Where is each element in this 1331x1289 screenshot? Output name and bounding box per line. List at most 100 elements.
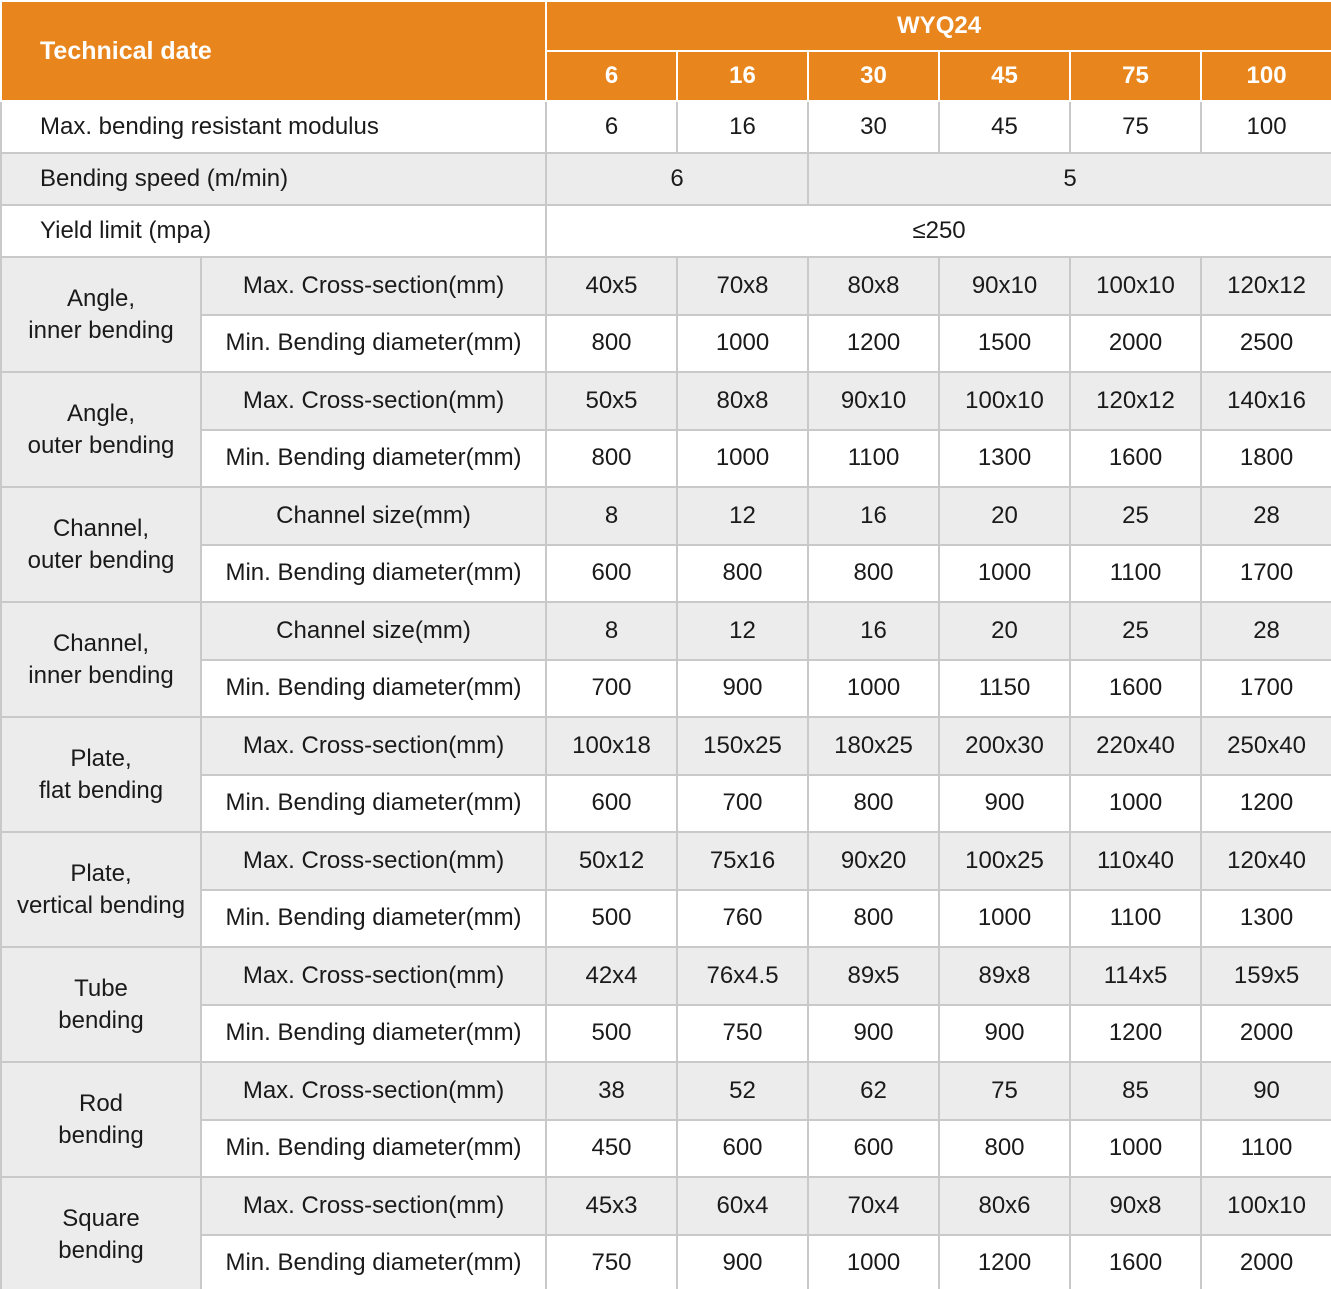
value-cell: 600 (676, 1118, 810, 1178)
value-cell: 800 (807, 773, 941, 833)
column-header: 45 (938, 50, 1072, 102)
value-cell: 900 (938, 773, 1072, 833)
value-cell: 6 (545, 152, 810, 206)
param-label: Max. Cross-section(mm) (199, 1176, 548, 1236)
param-label: Max. Cross-section(mm) (199, 831, 548, 891)
value-cell: 75x16 (676, 831, 810, 891)
group-row: Rod bending Max. Cross-section(mm) 38 52 62 7… (0, 1061, 1331, 1178)
value-cell: 100 (1200, 100, 1331, 154)
value-cell: 750 (676, 1003, 810, 1063)
value-cell: 70x8 (676, 256, 810, 316)
value-cell: 100x18 (545, 716, 679, 776)
group-row: Min. Bending diameter(mm) 500 750 900 900 120… (1, 1003, 1331, 1063)
value-cell: 80x6 (938, 1176, 1072, 1236)
header-row-columns: 6 16 30 45 75 100 (1, 50, 1331, 102)
value-cell: 1600 (1069, 1233, 1203, 1289)
group-label: Angle, inner bending (0, 256, 202, 373)
value-cell: 2000 (1200, 1233, 1331, 1289)
param-label: Channel size(mm) (199, 486, 548, 546)
group-row: Square bending Max. Cross-section(mm) 45x3… (0, 1176, 1331, 1289)
value-cell: 1100 (1069, 888, 1203, 948)
value-cell: 12 (676, 601, 810, 661)
value-cell: 750 (545, 1233, 679, 1289)
param-label: Min. Bending diameter(mm) (199, 1233, 548, 1289)
group-row: Min. Bending diameter(mm) 750 900 1000 1200 1… (1, 1233, 1331, 1289)
value-cell: 25 (1069, 486, 1203, 546)
param-label: Min. Bending diameter(mm) (199, 1003, 548, 1063)
info-row: Bending speed (m/min) 6 5 (0, 152, 1331, 206)
row-label: Bending speed (m/min) (0, 152, 548, 206)
value-cell: 800 (545, 428, 679, 488)
value-cell: 700 (676, 773, 810, 833)
value-cell: 1700 (1200, 543, 1331, 603)
value-cell: 90 (1200, 1061, 1331, 1121)
row-label: Max. bending resistant modulus (0, 100, 548, 154)
value-cell: 1500 (938, 313, 1072, 373)
value-cell: 8 (545, 601, 679, 661)
value-cell: 180x25 (807, 716, 941, 776)
value-cell: 800 (807, 888, 941, 948)
model-name-header: WYQ24 (545, 0, 1331, 52)
value-cell: 100x10 (938, 371, 1072, 431)
value-cell: 5 (807, 152, 1331, 206)
value-cell: 1000 (807, 658, 941, 718)
value-cell: 220x40 (1069, 716, 1203, 776)
group-row: Min. Bending diameter(mm) 700 900 1000 1150 1… (1, 658, 1331, 718)
group-row: Channel, inner bending Channel size(mm) 8 1… (0, 601, 1331, 718)
value-cell: 90x20 (807, 831, 941, 891)
value-cell: 140x16 (1200, 371, 1331, 431)
param-label: Min. Bending diameter(mm) (199, 658, 548, 718)
value-cell: 100x10 (1200, 1176, 1331, 1236)
group-label: Tube bending (0, 946, 202, 1063)
value-cell: 700 (545, 658, 679, 718)
value-cell: 1300 (938, 428, 1072, 488)
value-cell: 114x5 (1069, 946, 1203, 1006)
value-cell: 760 (676, 888, 810, 948)
value-cell: 600 (807, 1118, 941, 1178)
group-label: Plate, flat bending (0, 716, 202, 833)
value-cell: 1600 (1069, 428, 1203, 488)
group-row: Min. Bending diameter(mm) 800 1000 1200 1500… (1, 313, 1331, 373)
group-row: Min. Bending diameter(mm) 500 760 800 1000 11… (1, 888, 1331, 948)
param-label: Max. Cross-section(mm) (199, 716, 548, 776)
value-cell: 159x5 (1200, 946, 1331, 1006)
value-cell: 1000 (807, 1233, 941, 1289)
value-cell: 100x10 (1069, 256, 1203, 316)
value-cell: 30 (807, 100, 941, 154)
group-label: Angle, outer bending (0, 371, 202, 488)
value-cell: 1000 (1069, 773, 1203, 833)
value-cell: 110x40 (1069, 831, 1203, 891)
header-row-model: Technical date WYQ24 (0, 0, 1331, 102)
value-cell: 800 (545, 313, 679, 373)
value-cell: 25 (1069, 601, 1203, 661)
value-cell: 900 (676, 658, 810, 718)
value-cell: 40x5 (545, 256, 679, 316)
value-cell: 1000 (1069, 1118, 1203, 1178)
group-label: Square bending (0, 1176, 202, 1289)
group-label: Rod bending (0, 1061, 202, 1178)
value-cell: 1100 (1200, 1118, 1331, 1178)
param-label: Min. Bending diameter(mm) (199, 888, 548, 948)
value-cell: 1200 (1069, 1003, 1203, 1063)
value-cell: 45 (938, 100, 1072, 154)
value-cell: 90x10 (938, 256, 1072, 316)
value-cell: 6 (545, 100, 679, 154)
column-header: 6 (545, 50, 679, 102)
value-cell: 12 (676, 486, 810, 546)
value-cell: 1150 (938, 658, 1072, 718)
value-cell: 600 (545, 543, 679, 603)
value-cell: 500 (545, 888, 679, 948)
value-cell: 62 (807, 1061, 941, 1121)
value-cell: 60x4 (676, 1176, 810, 1236)
param-label: Min. Bending diameter(mm) (199, 543, 548, 603)
column-header: 30 (807, 50, 941, 102)
param-label: Max. Cross-section(mm) (199, 371, 548, 431)
value-cell: 38 (545, 1061, 679, 1121)
value-cell: 75 (938, 1061, 1072, 1121)
param-label: Max. Cross-section(mm) (199, 256, 548, 316)
value-cell: 75 (1069, 100, 1203, 154)
group-row: Min. Bending diameter(mm) 450 600 600 800 100… (1, 1118, 1331, 1178)
param-label: Min. Bending diameter(mm) (199, 313, 548, 373)
